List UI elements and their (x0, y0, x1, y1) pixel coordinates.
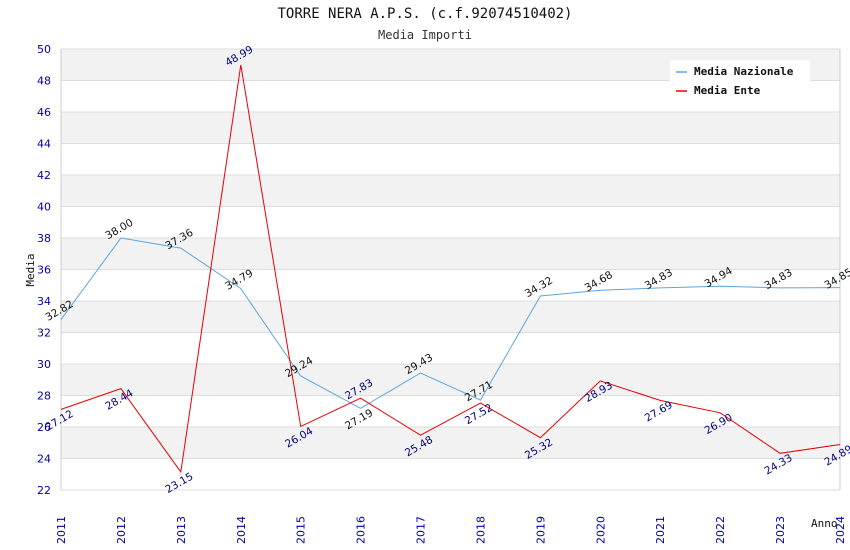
series-line-media-nazionale (60, 237, 841, 409)
background-band (61, 364, 840, 396)
background-band (61, 269, 840, 301)
x-tick-label: 2022 (714, 516, 727, 544)
y-tick-label: 36 (37, 264, 51, 277)
background-band (61, 301, 840, 333)
y-tick-label: 40 (37, 201, 51, 214)
y-tick-label: 32 (37, 327, 51, 340)
legend-label-media-nazionale: Media Nazionale (694, 65, 794, 78)
y-tick-label: 46 (37, 106, 51, 119)
y-tick-label: 48 (37, 75, 51, 88)
y-tick-label: 26 (37, 421, 51, 434)
x-axis-label: Anno (811, 517, 838, 530)
chart-title: TORRE NERA A.P.S. (c.f.92074510402) (277, 6, 572, 22)
plot-background-bands (61, 49, 840, 490)
background-band (61, 427, 840, 459)
y-tick-label: 38 (37, 232, 51, 245)
x-tick-label: 2023 (774, 516, 787, 544)
x-tick-label: 2019 (534, 516, 547, 544)
x-tick-label: 2013 (175, 516, 188, 544)
y-tick-label: 42 (37, 169, 51, 182)
series-lines (60, 64, 841, 474)
grid-lines (60, 48, 841, 491)
background-band (61, 175, 840, 207)
chart-subtitle: Media Importi (378, 28, 472, 42)
background-band (61, 206, 840, 238)
x-tick-label: 2012 (115, 516, 128, 544)
x-tick-label: 2021 (654, 516, 667, 544)
legend-label-media-ente: Media Ente (694, 84, 761, 97)
y-tick-label: 22 (37, 484, 51, 497)
x-tick-label: 2018 (474, 516, 487, 544)
y-tick-label: 28 (37, 390, 51, 403)
x-tick-label: 2014 (235, 516, 248, 544)
y-axis-ticks: 22 24 26 28 30 32 34 36 38 40 42 44 46 48 50 (37, 43, 51, 497)
legend-box (670, 60, 810, 102)
series-line-media-ente (60, 64, 841, 474)
x-tick-label: 2016 (355, 516, 368, 544)
background-band (61, 238, 840, 270)
x-tick-label: 2011 (55, 516, 68, 544)
legend: Media Nazionale Media Ente (670, 60, 810, 102)
background-band (61, 458, 840, 490)
background-band (61, 143, 840, 175)
x-tick-label: 2015 (295, 516, 308, 544)
background-band (61, 332, 840, 364)
x-tick-label: 2024 (834, 516, 847, 544)
x-axis-ticks: 2011 2012 2013 2014 2015 2016 2017 2018 2019 2020… (55, 516, 847, 544)
y-tick-label: 24 (37, 453, 51, 466)
y-tick-label: 44 (37, 138, 51, 151)
background-band (61, 112, 840, 144)
x-tick-label: 2020 (594, 516, 607, 544)
y-tick-label: 34 (37, 295, 51, 308)
y-tick-label: 30 (37, 358, 51, 371)
y-axis-label: Media (24, 253, 37, 286)
x-tick-label: 2017 (415, 516, 428, 544)
y-tick-label: 50 (37, 43, 51, 56)
